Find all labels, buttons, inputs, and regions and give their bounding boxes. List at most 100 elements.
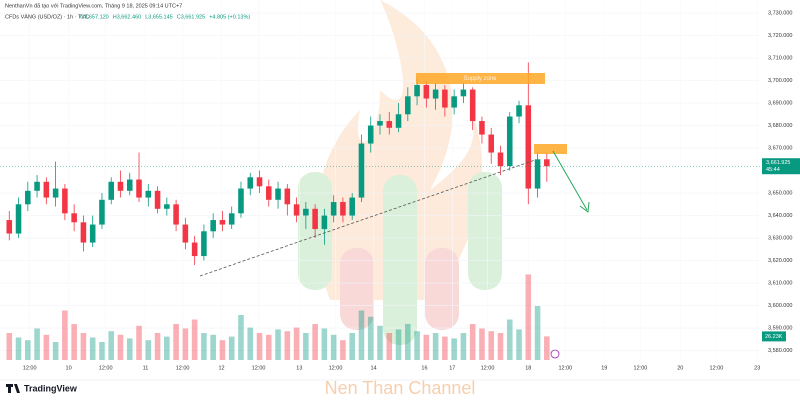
arrow <box>552 150 588 211</box>
candle-body <box>89 224 96 243</box>
candle-body <box>451 96 457 108</box>
candle-body <box>460 89 467 97</box>
volume-bar <box>469 324 476 360</box>
volume-bar <box>451 338 457 360</box>
candle-body <box>52 188 59 198</box>
volume-bar <box>108 331 114 360</box>
y-tick-label: 3,620.000 <box>768 258 792 264</box>
volume-bar <box>423 334 430 360</box>
candle-body <box>164 204 170 209</box>
candle-body <box>182 224 189 243</box>
candle-body <box>191 242 198 257</box>
x-tick-label: 16 <box>421 365 427 371</box>
ohlc-value: +4.805 (+0.13%) <box>209 14 250 20</box>
candle-body <box>154 190 161 209</box>
watermark: Nen Than Channel <box>325 378 476 398</box>
candle-body <box>126 179 133 191</box>
candle-body <box>367 125 374 144</box>
y-tick-label: 3,650.000 <box>768 191 792 197</box>
x-tick-label: 12:00 <box>329 365 343 371</box>
y-tick-label: 3,580.000 <box>768 348 792 354</box>
volume-bar <box>173 324 179 360</box>
volume-bar <box>544 336 550 360</box>
candle-body <box>275 188 281 200</box>
brand-logo <box>6 384 20 393</box>
candle-body <box>358 143 365 198</box>
x-tick-label: 13 <box>296 365 302 371</box>
volume-bar <box>405 324 411 360</box>
candle-body <box>266 186 272 200</box>
candle-body <box>469 89 476 122</box>
volume-bar <box>395 329 402 360</box>
volume-bar <box>247 327 254 360</box>
candle-body <box>108 181 114 200</box>
x-tick-label: 17 <box>449 365 455 371</box>
volume-bar <box>358 310 365 360</box>
y-tick-label: 3,690.000 <box>768 101 792 107</box>
volume-bar <box>191 319 198 360</box>
candles <box>6 62 550 266</box>
volume-bar <box>506 319 513 360</box>
trendline <box>199 159 536 277</box>
axes: 3,580.000 3,590.000 3,600.000 3,610.000 3,62… <box>0 11 800 371</box>
volume-bar <box>238 315 244 360</box>
candle-body <box>80 222 87 243</box>
volume-bar <box>330 334 337 360</box>
volume-bar <box>293 327 300 360</box>
volume-bar <box>219 340 226 360</box>
volume-bar <box>460 333 467 360</box>
volume-bar <box>414 331 420 360</box>
volume-bar <box>126 338 133 360</box>
volume-bar <box>71 324 77 360</box>
candle-body <box>488 134 494 153</box>
candle-body <box>525 105 532 189</box>
volume-bar <box>136 325 142 360</box>
supply-zone-label: Supply zone <box>463 76 497 82</box>
x-tick-label: 12 <box>218 365 224 371</box>
supply-zone <box>416 73 545 84</box>
volume-bar <box>62 310 68 360</box>
volume-bar <box>349 333 355 360</box>
candle-body <box>228 213 235 225</box>
candle-body <box>414 85 420 97</box>
y-tick-label: 3,730.000 <box>768 11 792 17</box>
candle-body <box>534 159 541 189</box>
event-icon <box>550 349 560 359</box>
candle-body <box>34 181 40 191</box>
brand: TradingView <box>24 383 78 393</box>
candle-body <box>173 204 179 225</box>
volume-bar <box>25 340 31 360</box>
ohlc-value: C3,661.925 <box>177 14 205 20</box>
candle-body <box>405 96 411 115</box>
y-tick-label: 3,590.000 <box>768 326 792 332</box>
volume-bar <box>256 333 263 360</box>
symbol: CFDs VÀNG (USD/OZ) · 1h · TVC <box>5 13 89 20</box>
chart-title: NenthanVn đã tạo với TradingView.com, Th… <box>5 3 182 9</box>
volume-bar <box>275 329 281 360</box>
volume-bar <box>145 340 152 360</box>
x-tick-label: 14 <box>370 365 376 371</box>
candle-body <box>99 199 105 225</box>
x-tick-label: 18 <box>525 365 531 371</box>
candle-body <box>432 89 439 99</box>
x-tick-label: 11 <box>143 365 149 371</box>
volume-bar <box>386 333 393 360</box>
x-tick-label: 19 <box>601 365 607 371</box>
candle-body <box>303 208 309 216</box>
ohlc-value: L3,655.145 <box>145 14 173 20</box>
volume-bar <box>321 328 328 360</box>
last-volume-label: 26.23K <box>765 334 783 340</box>
volume-bar <box>284 331 291 360</box>
candle-body <box>43 181 50 198</box>
legend: CFDs VÀNG (USD/OZ) · 1h · TVC O3,657.120… <box>5 13 250 20</box>
x-tick-label: 12:00 <box>710 365 724 371</box>
volume-bar <box>99 342 105 360</box>
y-tick-label: 3,680.000 <box>768 123 792 129</box>
volume-bar <box>154 333 161 360</box>
candle-body <box>395 114 402 128</box>
last-price-box <box>762 158 800 175</box>
volume-bar <box>340 340 346 360</box>
candle-body <box>71 213 77 223</box>
